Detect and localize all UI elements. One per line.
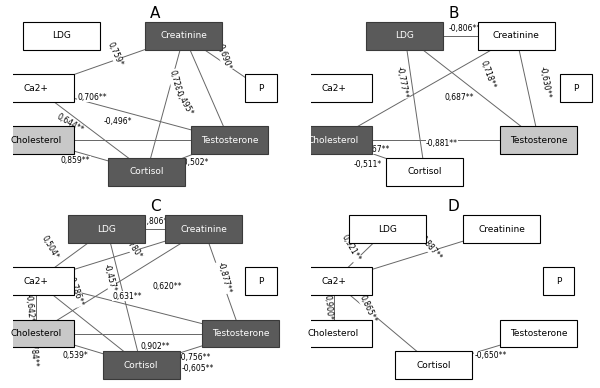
FancyBboxPatch shape <box>386 158 463 186</box>
Text: Ca2+: Ca2+ <box>23 83 48 92</box>
Text: LDG: LDG <box>395 31 414 40</box>
Text: Cholesterol: Cholesterol <box>10 136 61 145</box>
Text: -0,495*: -0,495* <box>173 88 195 118</box>
Text: -0,806**: -0,806** <box>449 24 481 33</box>
FancyBboxPatch shape <box>0 267 74 295</box>
Text: -0,511*: -0,511* <box>353 160 382 169</box>
Text: Creatinine: Creatinine <box>181 225 227 234</box>
Text: P: P <box>258 83 263 92</box>
FancyBboxPatch shape <box>463 215 540 243</box>
FancyBboxPatch shape <box>245 74 277 102</box>
FancyBboxPatch shape <box>68 215 145 243</box>
FancyBboxPatch shape <box>245 267 277 295</box>
Text: 0,887**: 0,887** <box>418 234 443 262</box>
Text: -0,496*: -0,496* <box>104 117 133 126</box>
Text: 0,921**: 0,921** <box>340 233 362 263</box>
Text: P: P <box>556 277 562 286</box>
Text: -0,630**: -0,630** <box>537 66 552 99</box>
Text: -0,806**: -0,806** <box>139 217 172 226</box>
Text: Testosterone: Testosterone <box>510 329 568 338</box>
Text: Ca2+: Ca2+ <box>23 277 48 286</box>
Text: 0,900**: 0,900** <box>322 294 334 324</box>
Text: -0,667**: -0,667** <box>358 145 389 154</box>
Text: 0,631**: 0,631** <box>112 292 142 301</box>
Text: Testosterone: Testosterone <box>510 136 568 145</box>
Text: 0,784**: 0,784** <box>27 337 38 367</box>
FancyBboxPatch shape <box>295 126 372 154</box>
Text: -0,690*: -0,690* <box>215 42 233 71</box>
Text: Creatinine: Creatinine <box>493 31 539 40</box>
Text: -0,605**: -0,605** <box>182 364 214 373</box>
Text: 0,539*: 0,539* <box>63 352 88 360</box>
Text: P: P <box>258 277 263 286</box>
Text: 0,706**: 0,706** <box>78 93 107 102</box>
Text: -0,642**: -0,642** <box>24 293 36 326</box>
Text: P: P <box>573 83 578 92</box>
Text: 0,859**: 0,859** <box>61 156 91 165</box>
Text: 0,728**: 0,728** <box>167 69 184 100</box>
FancyBboxPatch shape <box>202 320 280 348</box>
Text: LDG: LDG <box>379 225 397 234</box>
Text: LDG: LDG <box>98 225 116 234</box>
Text: Creatinine: Creatinine <box>478 225 525 234</box>
FancyBboxPatch shape <box>103 351 179 379</box>
Text: D: D <box>448 199 459 214</box>
Text: -0,877**: -0,877** <box>215 261 232 294</box>
Text: 0,902**: 0,902** <box>140 342 170 351</box>
FancyBboxPatch shape <box>500 320 577 348</box>
Text: Cholesterol: Cholesterol <box>308 329 359 338</box>
FancyBboxPatch shape <box>295 320 372 348</box>
Text: 0,687**: 0,687** <box>444 93 474 102</box>
Text: -0,756**: -0,756** <box>179 353 211 362</box>
FancyBboxPatch shape <box>0 126 74 154</box>
FancyBboxPatch shape <box>109 158 185 186</box>
FancyBboxPatch shape <box>478 22 554 50</box>
Text: 0,780*: 0,780* <box>122 235 143 261</box>
Text: Testosterone: Testosterone <box>212 329 269 338</box>
Text: C: C <box>150 199 161 214</box>
FancyBboxPatch shape <box>166 215 242 243</box>
FancyBboxPatch shape <box>543 267 574 295</box>
Text: -0,881**: -0,881** <box>426 139 458 149</box>
Text: Cortisol: Cortisol <box>130 167 164 177</box>
FancyBboxPatch shape <box>500 126 577 154</box>
Text: 0,865**: 0,865** <box>358 294 378 324</box>
Text: 0,504*: 0,504* <box>40 234 60 261</box>
FancyBboxPatch shape <box>295 74 372 102</box>
Text: Cortisol: Cortisol <box>416 361 451 370</box>
Text: Cholesterol: Cholesterol <box>10 329 61 338</box>
FancyBboxPatch shape <box>0 74 74 102</box>
Text: Ca2+: Ca2+ <box>321 83 346 92</box>
FancyBboxPatch shape <box>367 22 443 50</box>
Text: Cortisol: Cortisol <box>407 167 442 177</box>
Text: -0,457*: -0,457* <box>102 263 118 293</box>
Text: B: B <box>448 6 458 21</box>
Text: A: A <box>150 6 161 21</box>
FancyBboxPatch shape <box>0 320 74 348</box>
Text: Creatinine: Creatinine <box>160 31 208 40</box>
FancyBboxPatch shape <box>560 74 592 102</box>
Text: Cholesterol: Cholesterol <box>308 136 359 145</box>
Text: LDG: LDG <box>52 31 71 40</box>
Text: Ca2+: Ca2+ <box>321 277 346 286</box>
Text: 0,620**: 0,620** <box>152 282 182 291</box>
FancyBboxPatch shape <box>295 267 372 295</box>
FancyBboxPatch shape <box>349 215 426 243</box>
Text: -0,502*: -0,502* <box>181 158 209 167</box>
Text: -0,777**: -0,777** <box>395 66 409 99</box>
FancyBboxPatch shape <box>145 22 223 50</box>
Text: 0,718**: 0,718** <box>478 60 497 90</box>
Text: -0,786**: -0,786** <box>66 274 85 307</box>
FancyBboxPatch shape <box>395 351 472 379</box>
Text: Testosterone: Testosterone <box>201 136 258 145</box>
Text: 0,759*: 0,759* <box>106 41 125 68</box>
FancyBboxPatch shape <box>23 22 100 50</box>
Text: -0,650**: -0,650** <box>474 352 506 360</box>
FancyBboxPatch shape <box>191 126 268 154</box>
Text: Cortisol: Cortisol <box>124 361 158 370</box>
Text: 0,644**: 0,644** <box>55 112 85 135</box>
